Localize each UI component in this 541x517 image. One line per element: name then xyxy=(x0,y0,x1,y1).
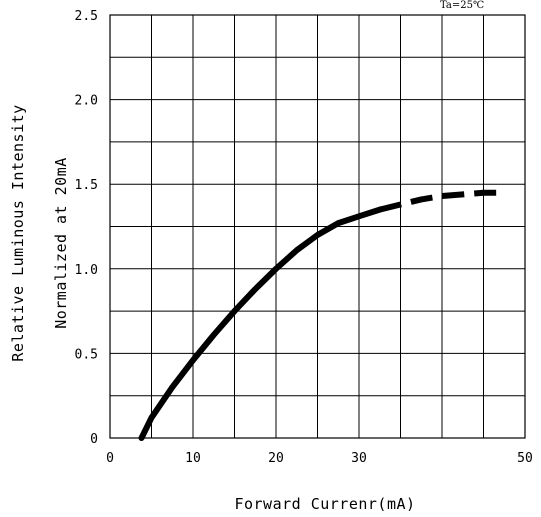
y-tick-label: 2.5 xyxy=(75,9,98,24)
temperature-annotation: Ta=25℃ xyxy=(440,0,484,11)
y-tick-label: 0.5 xyxy=(75,347,98,362)
series-line-solid xyxy=(138,206,383,441)
y-axis-label-line1: Relative Luminous Intensity xyxy=(9,104,27,361)
x-tick-label: 30 xyxy=(351,451,367,466)
y-tick-label: 1.5 xyxy=(75,178,98,193)
x-tick-labels: 0 10 20 30 50 xyxy=(106,451,533,466)
series-line-dashed xyxy=(379,189,505,213)
y-tick-label: 2.0 xyxy=(75,94,98,109)
y-axis-label-line2: Normalized at 20mA xyxy=(52,157,70,329)
x-tick-label: 50 xyxy=(517,451,533,466)
plot-frame xyxy=(109,14,526,439)
y-tick-label: 0 xyxy=(90,432,98,447)
x-tick-label: 0 xyxy=(106,451,114,466)
plot-border xyxy=(109,14,526,439)
x-axis-label: Forward Currenr(mA) xyxy=(234,495,415,513)
y-tick-label: 1.0 xyxy=(75,263,98,278)
y-tick-labels: 0 0.5 1.0 1.5 2.0 2.5 xyxy=(75,9,98,447)
x-tick-label: 20 xyxy=(268,451,284,466)
x-tick-label: 10 xyxy=(185,451,201,466)
series-group xyxy=(138,189,505,441)
grid xyxy=(110,15,525,438)
